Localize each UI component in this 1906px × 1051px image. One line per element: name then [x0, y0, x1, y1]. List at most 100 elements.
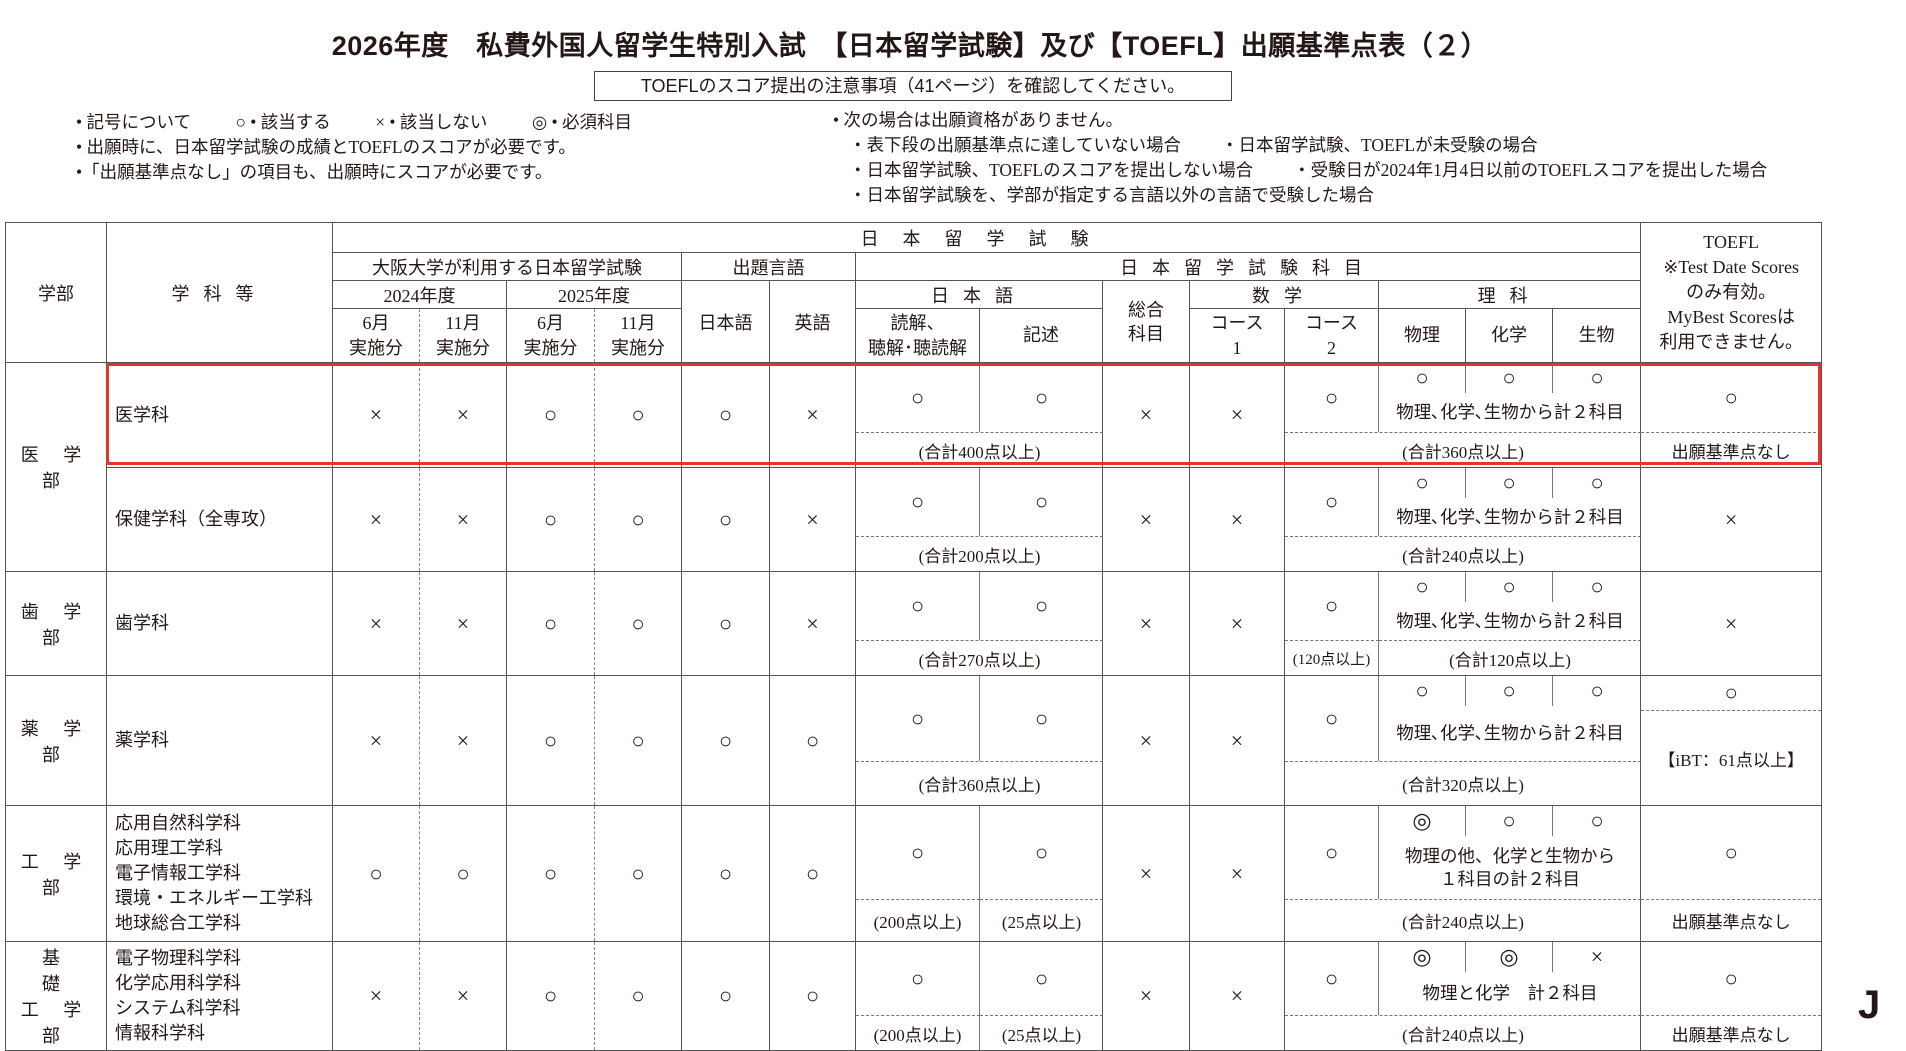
eju-availability-mark: ×	[332, 362, 420, 468]
eju-availability-mark: ○	[506, 362, 595, 468]
department-name: 応用理工学科	[115, 838, 223, 858]
eju-availability-mark: ×	[332, 941, 420, 1051]
department-name: 電子情報工学科	[115, 863, 241, 883]
language-mark: ○	[681, 941, 770, 1051]
header-eju: 日本留学試験	[331, 222, 1642, 253]
department-cell: 薬学科	[106, 675, 333, 806]
language-mark: ○	[681, 675, 770, 806]
department-name: 化学応用科学科	[115, 973, 241, 993]
science-grid: ○ ◎ ○ ○ 物理の他、化学と生物から １科目の計２科目 (合計240点以上)	[1285, 806, 1641, 941]
ineligibility-head: • 次の場合は出願資格がありません。	[833, 110, 1123, 130]
header-lang-ja: 日本語	[681, 280, 770, 363]
science-mark: ○	[1466, 468, 1553, 498]
header-sogo: 総合科目	[1102, 280, 1190, 363]
header-2024-nov: 11月 実施分	[419, 308, 507, 363]
japanese-reading-mark: ○	[856, 468, 980, 536]
ineligibility-item: ・日本留学試験を、学部が指定する言語以外の言語で受験した場合	[849, 185, 1374, 205]
toefl-score: 出願基準点なし	[1641, 899, 1822, 941]
toefl-mark: ○	[1724, 384, 1738, 410]
toefl-mark: ○	[1724, 965, 1738, 991]
eju-availability-mark: ○	[332, 805, 420, 942]
sogo-mark: ×	[1102, 362, 1190, 468]
language-mark: ○	[769, 941, 856, 1051]
eju-availability-mark: ○	[506, 805, 595, 942]
japanese-grid: ○ ○ (合計270点以上)	[856, 572, 1103, 675]
science-cell: ○ ○ ○ ○ 物理､化学､生物から計２科目 (合計240点以上)	[1283, 467, 1642, 572]
toefl-score: 出願基準点なし	[1641, 1015, 1822, 1050]
department-name: 応用自然科学科	[115, 813, 241, 833]
department-cell: 電子物理科学科 化学応用科学科 システム科学科 情報科学科	[106, 941, 333, 1051]
toefl-mark: ○	[1724, 680, 1738, 705]
sogo-mark: ×	[1102, 675, 1190, 806]
japanese-writing-mark: ○	[1034, 705, 1049, 731]
table-row: 工 学 部応用自然科学科 応用理工学科 電子情報工学科 環境・エネルギー工学科 地球総合…	[5, 805, 1823, 942]
japanese-reading-score: (200点以上)	[856, 1015, 980, 1050]
math-science-score: (合計240点以上)	[1285, 1015, 1641, 1050]
science-mark: ◎	[1466, 942, 1553, 972]
toefl-grid: ○ 出願基準点なし	[1641, 363, 1822, 467]
header-reading: 読解、 聴解･聴読解	[855, 308, 980, 363]
department-name: 医学科	[115, 404, 169, 425]
eju-availability-mark: ○	[506, 571, 595, 676]
science-grid: ○ ○ ○ ○ 物理､化学､生物から計２科目 (合計320点以上)	[1285, 676, 1641, 805]
science-mark: ○	[1466, 572, 1553, 602]
eju-availability-mark: ○	[594, 675, 682, 806]
toefl-note: のみ有効。	[1686, 282, 1777, 302]
japanese-score: (合計360点以上)	[856, 761, 1103, 805]
faculty-name: 工 学 部	[20, 851, 92, 898]
language-mark: ×	[769, 362, 856, 468]
science-cell: ○ ○ ○ ○ 物理､化学､生物から計２科目 (120点以上) (合計120点以上)	[1283, 571, 1642, 676]
japanese-writing-mark: ○	[1034, 593, 1049, 618]
criteria-table: 学部 学科等 日本留学試験 TOEFL ※Test Date Scores のみ…	[5, 222, 1823, 1051]
header-used-eju: 大阪大学が利用する日本留学試験	[332, 252, 682, 281]
science-mark: ○	[1379, 676, 1466, 706]
language-mark: ×	[769, 467, 856, 572]
header-faculty: 学部	[5, 222, 107, 363]
japanese-cell: ○ ○ (200点以上) (25点以上)	[855, 941, 1103, 1051]
japanese-writing-score: (25点以上)	[980, 899, 1103, 941]
faculty-name: 医 学 部	[20, 445, 92, 491]
course2-mark: ○	[1285, 572, 1379, 640]
science-mark: ○	[1379, 572, 1466, 602]
legend-cross: × • 該当しない	[375, 112, 488, 132]
japanese-cell: ○ ○ (合計400点以上)	[855, 362, 1103, 468]
course1-mark: ×	[1189, 362, 1285, 468]
language-mark: ○	[681, 805, 770, 942]
science-mark: ○	[1466, 363, 1553, 393]
course1-mark: ×	[1189, 571, 1285, 676]
eju-availability-mark: ×	[419, 571, 507, 676]
course2-mark: ○	[1285, 676, 1379, 761]
sogo-mark: ×	[1102, 467, 1190, 572]
course2-score: (120点以上)	[1285, 640, 1379, 675]
japanese-writing-mark: ○	[1034, 489, 1049, 514]
toefl-notice-box: TOEFLのスコア提出の注意事項（41ページ）を確認してください。	[594, 71, 1232, 101]
course1-mark: ×	[1189, 805, 1285, 942]
eju-availability-mark: ○	[506, 467, 595, 572]
header-chemistry: 化学	[1465, 308, 1553, 363]
japanese-writing-mark: ○	[1034, 839, 1049, 865]
header-department: 学科等	[106, 222, 333, 363]
science-mark: ○	[1590, 808, 1604, 833]
faculty-cell: 歯 学 部	[5, 571, 107, 676]
department-cell: 応用自然科学科 応用理工学科 電子情報工学科 環境・エネルギー工学科 地球総合工学科	[106, 805, 333, 942]
science-cell: ○ ◎ ○ ○ 物理の他、化学と生物から １科目の計２科目 (合計240点以上)	[1283, 805, 1642, 942]
legend-circle: ○ • 該当する	[235, 112, 331, 132]
japanese-reading-mark: ○	[856, 806, 980, 899]
course2-mark: ○	[1285, 468, 1379, 536]
math-science-score: (合計360点以上)	[1285, 432, 1641, 467]
toefl-note: ※Test Date Scores	[1663, 257, 1800, 277]
science-mark: ○	[1466, 806, 1553, 836]
japanese-reading-mark: ○	[856, 572, 980, 640]
language-mark: ○	[769, 675, 856, 806]
course2-mark: ○	[1285, 806, 1379, 899]
math-science-score: (合計240点以上)	[1285, 899, 1641, 941]
japanese-grid: ○ ○ (合計360点以上)	[856, 676, 1103, 805]
science-requirement-line: 物理､化学､生物から計２科目	[1396, 610, 1624, 631]
japanese-cell: ○ ○ (合計270点以上)	[855, 571, 1103, 676]
faculty-cell: 薬 学 部	[5, 675, 107, 806]
science-requirement: 物理､化学､生物から計２科目	[1379, 393, 1641, 432]
ineligibility-notes: • 次の場合は出願資格がありません。 ・表下段の出願基準点に達していない場合 ・日…	[833, 108, 1767, 208]
language-mark: ○	[769, 805, 856, 942]
japanese-grid: ○ ○ (200点以上) (25点以上)	[856, 806, 1103, 941]
eju-availability-mark: ×	[332, 467, 420, 572]
